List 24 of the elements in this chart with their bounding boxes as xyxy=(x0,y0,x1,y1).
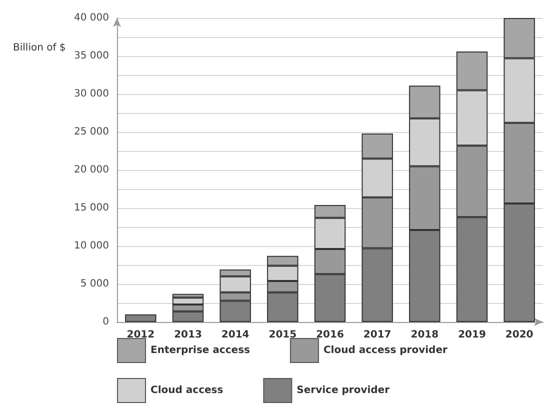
y-tick-label: 20 000 xyxy=(74,164,109,176)
y-tick-label: 10 000 xyxy=(74,240,109,252)
y-tick-label: 15 000 xyxy=(74,202,109,214)
legend-label: Cloud access xyxy=(150,385,224,396)
legend-label: Service provider xyxy=(296,385,390,396)
x-tick-label: 2012 xyxy=(126,330,155,340)
x-tick-label: 2015 xyxy=(268,330,297,340)
y-tick-label: 25 000 xyxy=(74,126,109,138)
y-tick-label: 35 000 xyxy=(74,50,109,62)
x-tick-label: 2013 xyxy=(174,330,202,340)
y-tick-label: 5 000 xyxy=(80,278,109,290)
legend-label: Cloud access provider xyxy=(323,345,448,356)
x-tick-label: 2017 xyxy=(363,330,392,340)
x-tick-label: 2018 xyxy=(410,330,439,340)
x-tick-label: 2019 xyxy=(458,330,486,340)
x-tick-label: 2016 xyxy=(316,330,344,340)
y-tick-label: 30 000 xyxy=(74,88,109,100)
x-tick-label: 2014 xyxy=(221,330,250,340)
y-tick-label: 0 xyxy=(102,316,109,328)
y-tick-label: 40 000 xyxy=(74,12,109,24)
y-axis-title: Billion of $ xyxy=(13,42,66,54)
x-tick-label: 2020 xyxy=(505,330,534,340)
bar xyxy=(125,314,156,322)
legend-label: Enterprise access xyxy=(150,345,250,356)
